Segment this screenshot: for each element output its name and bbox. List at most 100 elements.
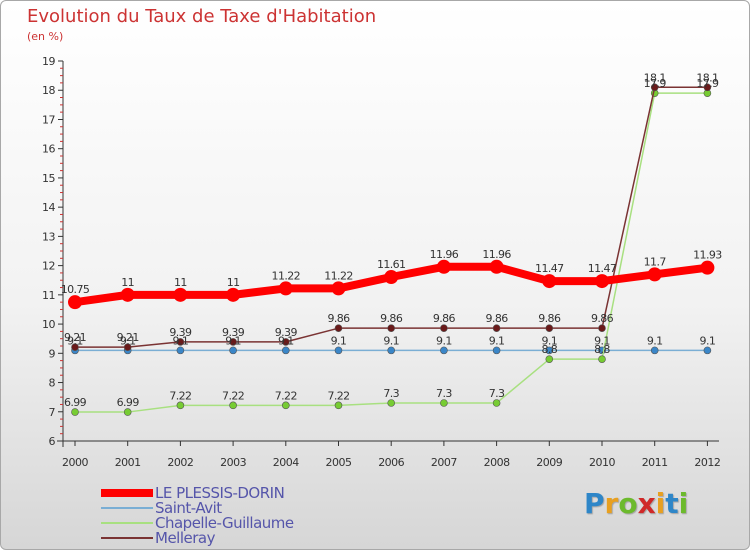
data-label: 9.1: [120, 334, 136, 347]
logo-letter: i: [655, 487, 666, 520]
y-tick-label: 17: [42, 113, 55, 126]
data-label: 18.1: [644, 71, 666, 84]
data-point: [387, 324, 396, 332]
data-point: [123, 408, 132, 416]
legend-label: Saint-Avit: [155, 498, 222, 517]
legend-swatch: [101, 536, 153, 539]
data-point: [440, 346, 448, 355]
data-label: 9.86: [380, 312, 403, 325]
data-label: 9.1: [700, 334, 716, 347]
data-label: 9.39: [275, 326, 298, 339]
data-point: [545, 324, 554, 332]
y-tick-label: 15: [42, 172, 55, 185]
logo-letter: x: [637, 487, 656, 520]
data-label: 9.21: [64, 331, 86, 344]
data-label: 11.96: [482, 248, 511, 261]
legend-label: LE PLESSIS-DORIN: [155, 483, 285, 502]
x-tick-label: 2010: [589, 456, 615, 469]
y-tick-label: 19: [42, 55, 55, 68]
legend-item: Saint-Avit: [101, 498, 294, 517]
data-point: [542, 274, 557, 289]
y-tick-label: 9: [49, 347, 56, 360]
data-point: [703, 346, 712, 355]
data-point: [281, 346, 290, 355]
data-label: 9.86: [433, 312, 456, 325]
data-point: [229, 401, 237, 410]
x-tick-label: 2005: [326, 456, 352, 469]
data-point: [703, 83, 712, 92]
data-point: [384, 270, 399, 285]
data-label: 11.61: [377, 258, 406, 271]
x-tick-label: 2003: [220, 456, 246, 469]
legend-swatch: [101, 506, 153, 509]
data-point: [595, 274, 609, 289]
legend-item: Chapelle-Guillaume: [101, 514, 294, 532]
data-label: 11.22: [272, 269, 301, 282]
series-line-2: [75, 92, 708, 413]
logo-letter: i: [678, 487, 689, 520]
x-tick-label: 2007: [431, 456, 457, 469]
data-point: [229, 346, 237, 355]
data-point: [173, 287, 188, 302]
data-point: [281, 338, 290, 346]
data-point: [176, 338, 185, 346]
data-label: 9.1: [383, 334, 399, 347]
x-tick-label: 2001: [115, 456, 141, 469]
data-label: 7.22: [327, 389, 349, 402]
data-point: [489, 259, 504, 274]
y-axis-unit: (en %): [27, 30, 64, 43]
x-tick-label: 2011: [642, 456, 668, 469]
legend-item: Melleray: [101, 529, 294, 547]
data-point: [334, 401, 343, 410]
data-point: [598, 324, 606, 332]
y-tick-label: 12: [42, 260, 55, 273]
y-tick-label: 7: [49, 406, 56, 419]
y-tick-label: 11: [42, 289, 55, 302]
data-label: 11: [121, 276, 134, 289]
data-point: [229, 338, 237, 346]
data-point: [492, 324, 501, 332]
x-tick-label: 2009: [536, 456, 562, 469]
data-point: [440, 399, 448, 407]
data-label: 9.1: [594, 334, 610, 347]
data-point: [123, 343, 132, 351]
data-point: [492, 399, 501, 407]
data-label: 9.1: [67, 334, 83, 347]
data-label: 7.22: [275, 389, 297, 402]
data-label: 17.9: [644, 77, 667, 90]
data-point: [334, 346, 343, 355]
logo-letter: o: [618, 487, 638, 520]
data-point: [700, 260, 715, 275]
data-label: 7.22: [222, 389, 244, 402]
x-tick-label: 2004: [273, 456, 299, 469]
data-label: 9.1: [278, 334, 294, 347]
data-point: [334, 324, 343, 332]
legend-item: LE PLESSIS-DORIN: [101, 483, 294, 502]
data-point: [440, 324, 448, 332]
data-label: 9.1: [436, 334, 452, 347]
y-tick-label: 8: [49, 377, 56, 390]
data-point: [71, 343, 79, 351]
data-label: 9.39: [222, 326, 245, 339]
data-label: 11.22: [324, 269, 353, 282]
data-label: 17.9: [696, 77, 719, 90]
data-point: [598, 355, 606, 363]
data-label: 7.22: [169, 389, 191, 402]
data-label: 9.86: [327, 312, 350, 325]
data-label: 11: [227, 276, 240, 289]
legend-swatch: [101, 488, 153, 497]
data-point: [176, 401, 185, 410]
data-label: 9.86: [538, 312, 561, 325]
data-point: [650, 346, 659, 355]
chart-title: Evolution du Taux de Taxe d'Habitation: [27, 6, 377, 27]
data-label: 11.47: [535, 262, 564, 275]
data-point: [650, 83, 659, 92]
data-label: 9.1: [331, 334, 347, 347]
data-point: [120, 287, 135, 302]
data-label: 11.47: [588, 262, 617, 275]
data-point: [281, 401, 290, 410]
y-tick-label: 14: [42, 201, 55, 214]
data-label: 9.1: [647, 334, 663, 347]
data-point: [387, 346, 396, 355]
